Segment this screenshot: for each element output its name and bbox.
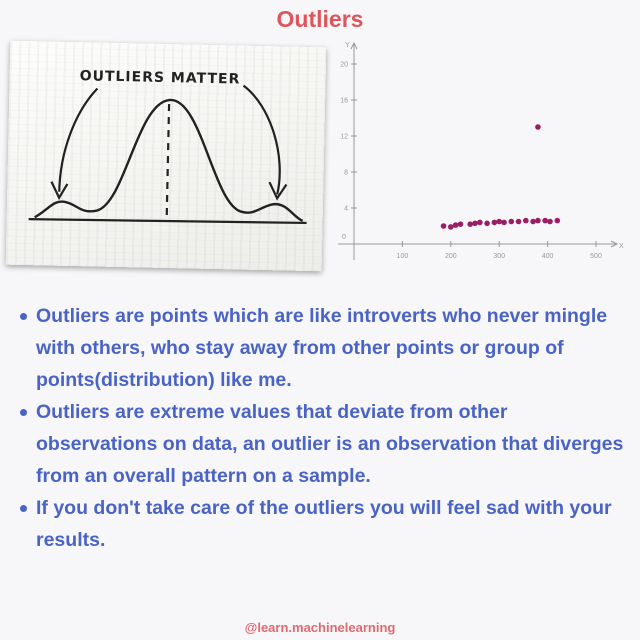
data-point [440, 223, 447, 229]
y-tick-label: 16 [340, 98, 348, 105]
data-point [448, 224, 454, 230]
x-tick-label: 300 [493, 253, 505, 260]
bullet-item-3: If you don't take care of the outliers y… [20, 492, 625, 556]
napkin-caption: OUTLIERS MATTER [79, 68, 240, 87]
sketch-curve [34, 98, 304, 222]
x-tick-label: 500 [590, 253, 602, 260]
data-point [547, 218, 553, 225]
x-axis-label: X [619, 243, 624, 250]
data-point [477, 219, 483, 226]
x-tick-label: 100 [397, 253, 409, 260]
bullet-dot [20, 313, 27, 320]
data-point [554, 217, 561, 224]
data-point [515, 218, 522, 225]
data-point [496, 218, 502, 225]
data-point [508, 218, 515, 225]
bullet-dot [20, 505, 27, 512]
bullet-list: Outliers are points which are like intro… [20, 300, 625, 556]
left-arrow-head [50, 181, 69, 201]
outlier-scatter-plot: X Y 0 100 200 300 400 500 4 8 12 16 20 [338, 41, 624, 260]
bullet-text: Outliers are extreme values that deviate… [36, 401, 624, 487]
data-point [472, 220, 478, 227]
bullet-text: If you don't take care of the outliers y… [36, 497, 612, 551]
data-point [530, 218, 536, 225]
x-tick-label: 400 [542, 253, 554, 260]
hand-drawn-bell-curve: OUTLIERS MATTER [28, 68, 307, 225]
data-point [491, 219, 498, 226]
napkin-sketch-photo: OUTLIERS MATTER [5, 40, 327, 272]
y-axis-arrow [350, 41, 358, 50]
x-axis-arrow [610, 240, 619, 248]
page-title: Outliers [276, 6, 364, 32]
y-tick-label: 8 [344, 170, 348, 177]
data-point [535, 217, 541, 224]
footer-handle: @learn.machinelearning [244, 620, 396, 635]
data-point [484, 220, 490, 227]
data-point [535, 124, 541, 130]
data-point [542, 217, 548, 224]
y-tick-label: 20 [340, 62, 348, 69]
data-point [467, 221, 473, 227]
y-tick-label: 12 [340, 134, 348, 141]
right-arrow-head [268, 181, 288, 201]
x-tick-label: 0 [342, 234, 346, 241]
x-tick-label: 200 [445, 253, 457, 260]
y-tick-label: 4 [344, 206, 348, 213]
y-axis-label: Y [345, 42, 350, 49]
data-point [523, 217, 529, 224]
data-point [501, 219, 507, 226]
bullet-text: Outliers are points which are like intro… [36, 305, 608, 391]
sketch-baseline [28, 218, 307, 225]
bullet-item-1: Outliers are points which are like intro… [20, 300, 625, 396]
bullet-item-2: Outliers are extreme values that deviate… [20, 396, 625, 492]
left-arrow-shaft [58, 87, 99, 192]
bullet-dot [20, 409, 27, 416]
data-point [452, 222, 459, 228]
right-arrow-shaft [242, 84, 281, 195]
sketch-mean-line [165, 104, 171, 221]
data-point [457, 221, 464, 227]
